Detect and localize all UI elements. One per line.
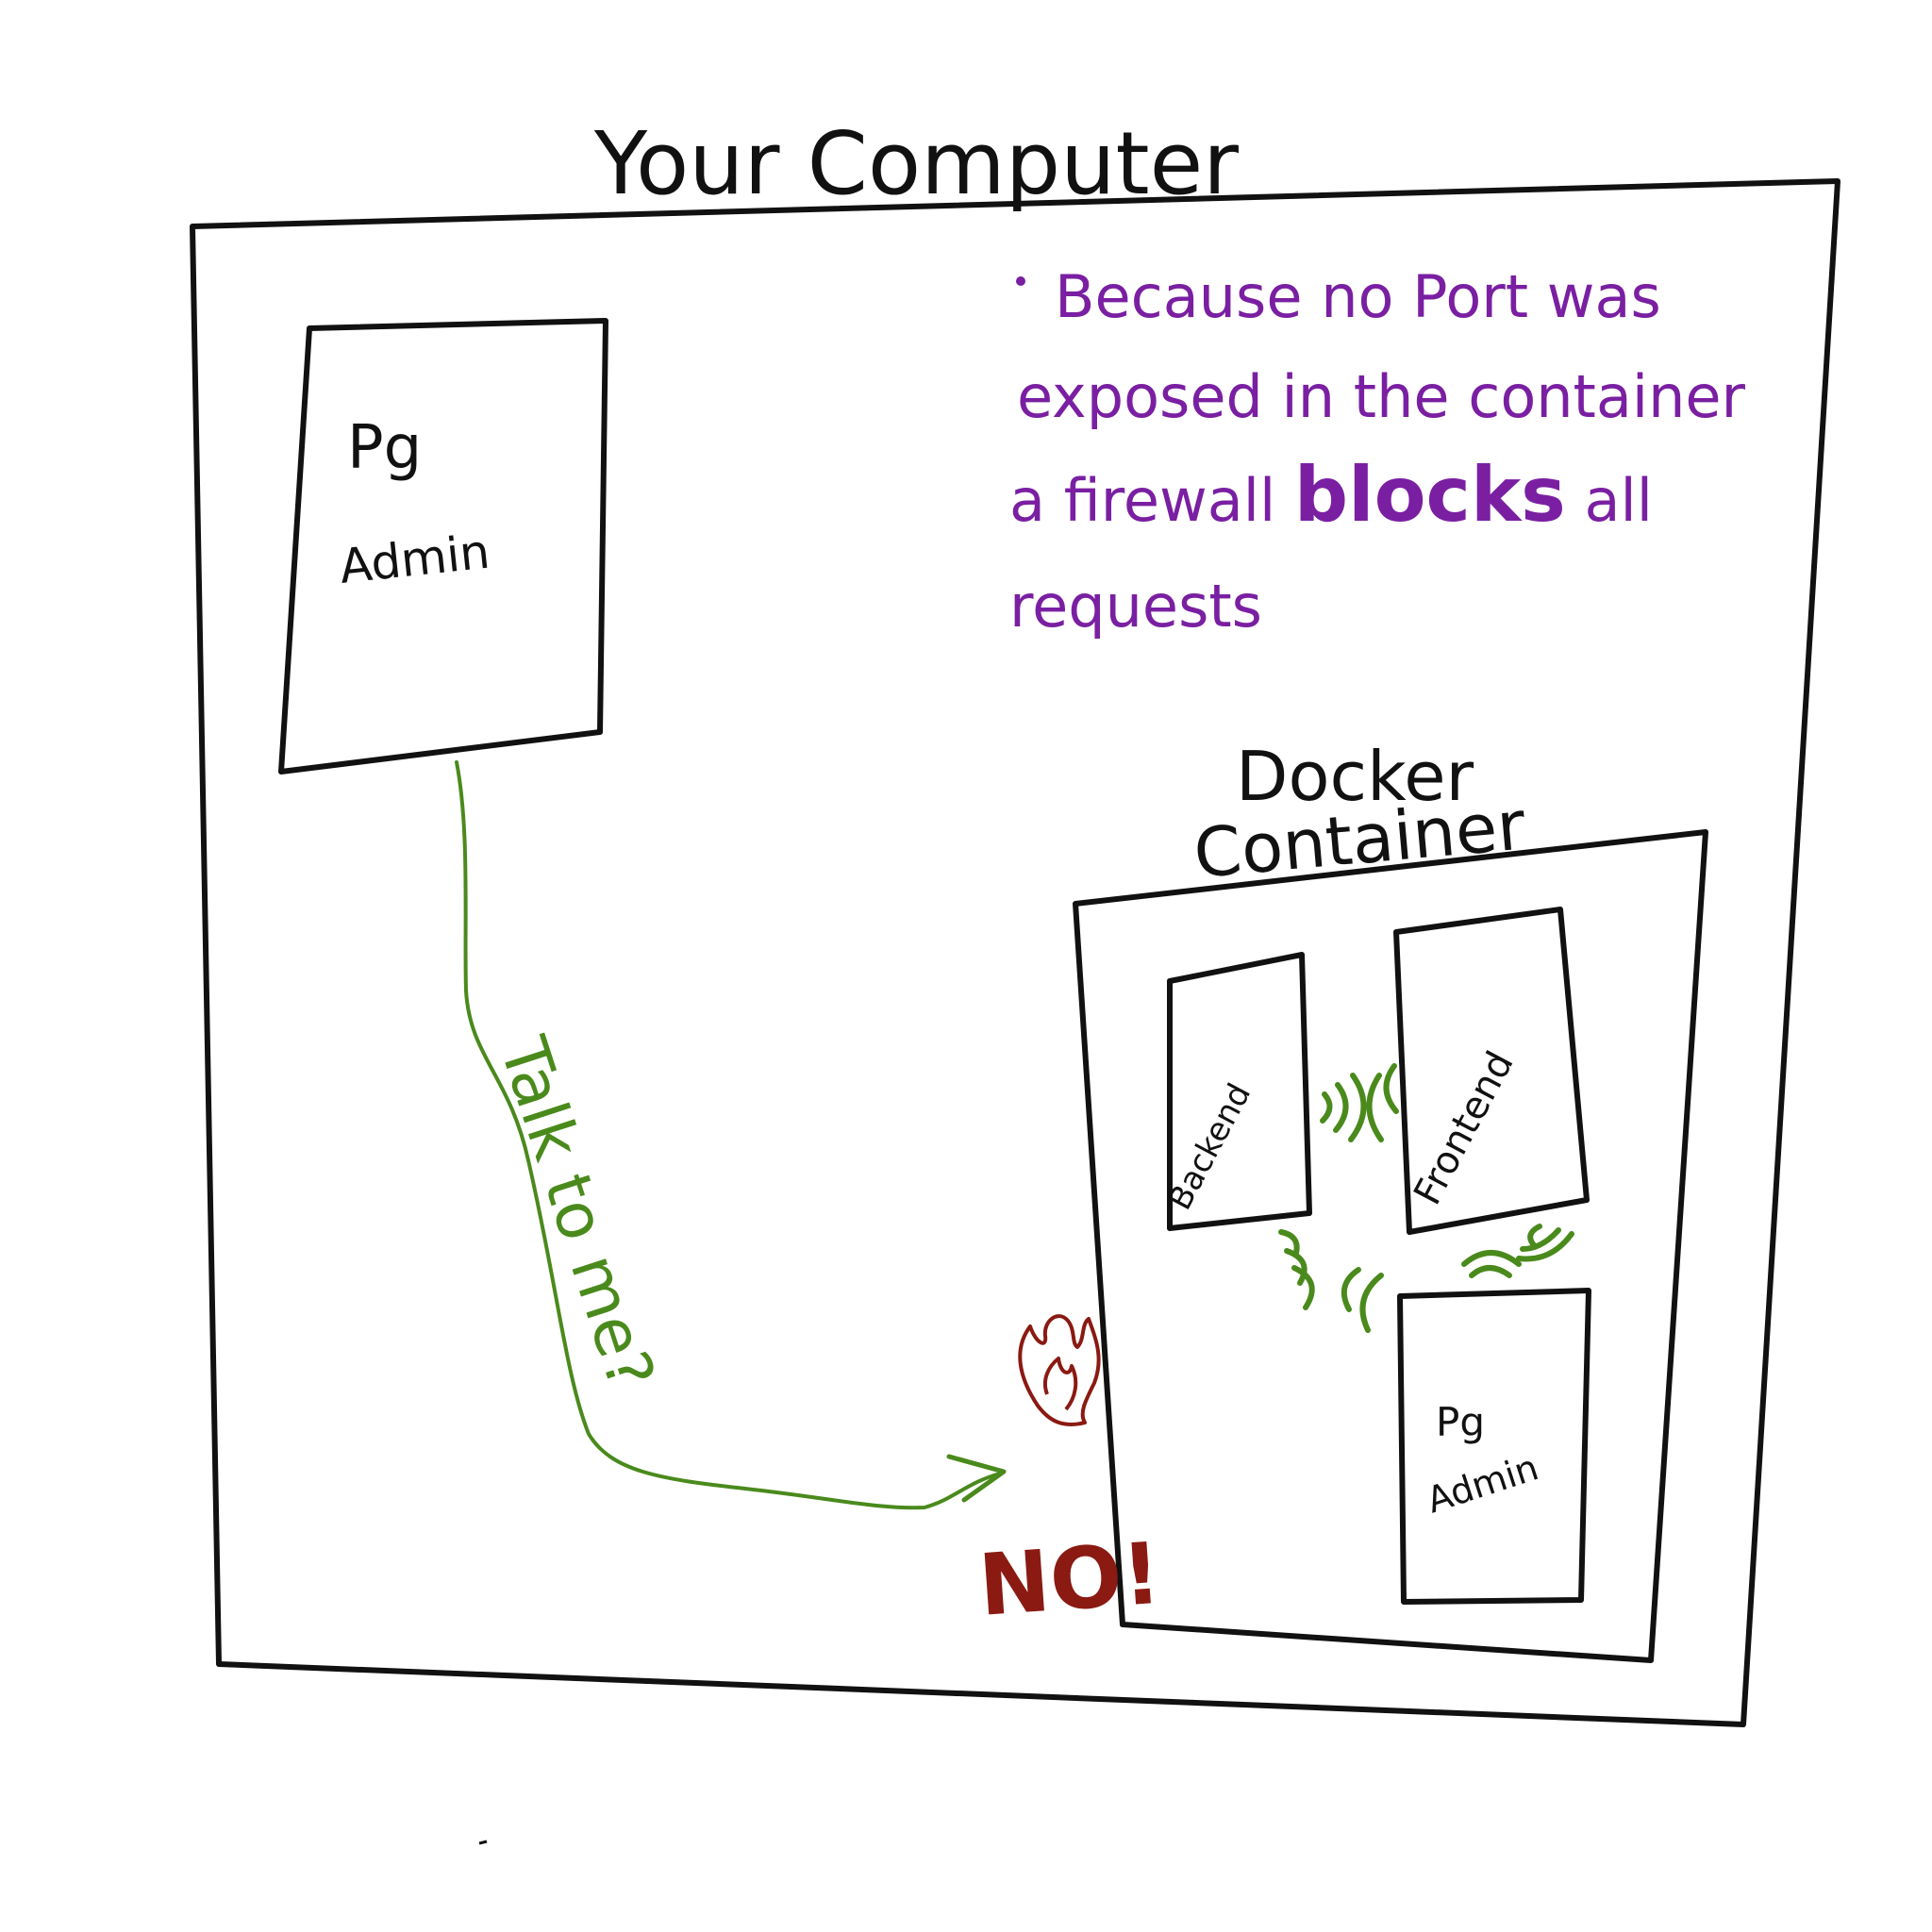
note-line1: Because no Port was bbox=[1055, 262, 1661, 331]
container-pgadmin-box bbox=[1397, 1288, 1591, 1605]
container-title-line1: Docker bbox=[1236, 737, 1474, 816]
backend-service-box bbox=[1167, 952, 1312, 1231]
signal-backend-pgadmin-icon bbox=[1278, 1229, 1384, 1333]
internal-signals bbox=[1278, 1063, 1574, 1333]
stray-mark bbox=[478, 1840, 488, 1845]
container-pgadmin-label-line2: Admin bbox=[1422, 1446, 1543, 1521]
frontend-service-label: Frontend bbox=[1406, 1044, 1522, 1211]
computer-frame bbox=[190, 178, 1840, 1727]
host-pgadmin-box bbox=[278, 318, 608, 774]
backend-service-label: Backend bbox=[1161, 1077, 1259, 1216]
host-pgadmin-label-line1: Pg bbox=[347, 413, 422, 483]
note-line3: a firewall blocks all bbox=[1009, 451, 1653, 539]
note-line3-post: all bbox=[1566, 466, 1653, 535]
note-line4: requests bbox=[1009, 572, 1262, 641]
firewall-note: Because no Port was exposed in the conta… bbox=[1009, 262, 1746, 641]
container-pgadmin-label-line1: Pg bbox=[1436, 1399, 1485, 1445]
page-title: Your Computer bbox=[593, 113, 1239, 214]
request-arrow-label: Talk to me? bbox=[485, 1028, 669, 1398]
firewall-flame-icon bbox=[1018, 1314, 1101, 1426]
signal-backend-frontend-icon bbox=[1320, 1063, 1399, 1142]
note-line2: exposed in the container bbox=[1017, 362, 1746, 431]
signal-frontend-pgadmin-icon bbox=[1461, 1224, 1574, 1278]
note-line3-pre: a firewall bbox=[1009, 466, 1294, 535]
request-arrow-path bbox=[455, 760, 1002, 1510]
request-arrow-head-icon bbox=[946, 1454, 1007, 1503]
frontend-service-box bbox=[1393, 907, 1590, 1235]
refusal-text: NO! bbox=[975, 1524, 1164, 1636]
docker-container-frame bbox=[1073, 829, 1708, 1663]
host-pgadmin-label-line2: Admin bbox=[337, 525, 492, 594]
note-bullet-icon bbox=[1016, 276, 1025, 286]
note-line3-bold: blocks bbox=[1294, 451, 1566, 539]
